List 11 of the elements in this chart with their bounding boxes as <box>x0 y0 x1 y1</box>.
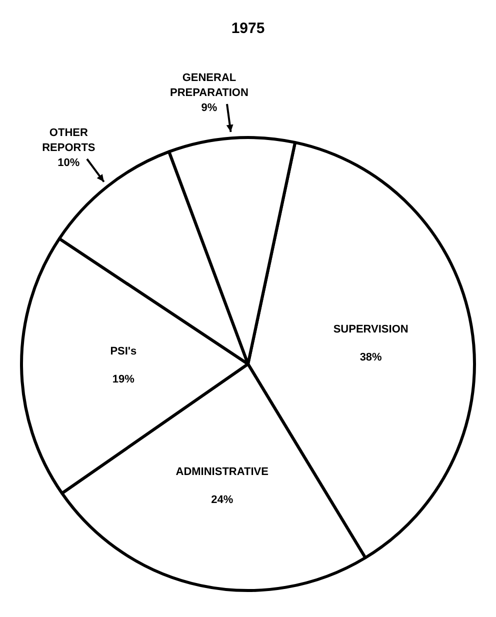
slice-label: GENERAL PREPARATION <box>170 72 248 100</box>
data-label: 19% <box>112 373 135 386</box>
slice-label: ADMINISTRATIVE <box>176 466 268 478</box>
data-label: 38% <box>360 351 382 364</box>
data-label: 24% <box>211 494 234 506</box>
slice-label: PSI's <box>110 345 137 358</box>
data-label: 10% <box>58 157 80 170</box>
data-label: 9% <box>201 102 218 114</box>
slice-label: OTHER REPORTS <box>42 127 96 154</box>
chart-title: 1975 <box>231 20 265 38</box>
slice-label: SUPERVISION <box>333 323 408 336</box>
